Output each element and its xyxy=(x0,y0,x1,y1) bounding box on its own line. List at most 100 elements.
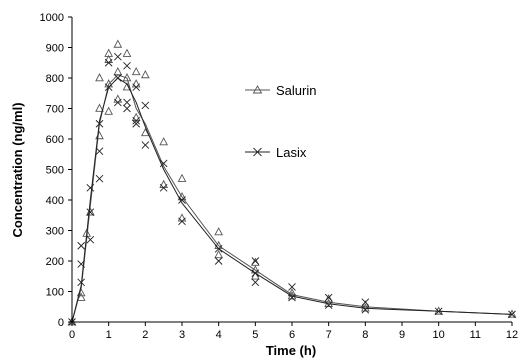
salurin-data-point xyxy=(131,112,141,121)
x-tick-label: 10 xyxy=(433,329,445,341)
x-tick-label: 9 xyxy=(399,329,405,341)
salurin-data-point xyxy=(324,294,334,303)
lasix-data-point xyxy=(95,147,104,156)
lasix-data-point xyxy=(86,208,95,217)
lasix-data-point xyxy=(114,52,122,61)
salurin-data-point xyxy=(113,66,123,76)
salurin-data-point xyxy=(122,48,132,57)
legend-salurin-label: Salurin xyxy=(276,83,316,98)
salurin-data-point xyxy=(76,292,86,301)
lasix-data-point xyxy=(178,217,186,226)
lasix-data-point xyxy=(77,241,85,250)
series-lasix xyxy=(68,52,516,326)
y-tick-label: 800 xyxy=(46,73,64,85)
y-ticks: 0 100 200 300 400 500 600 700 800 900 1000 xyxy=(40,12,72,329)
lasix-data-point xyxy=(77,260,85,268)
salurin-data-point xyxy=(95,103,104,112)
lasix-data-point xyxy=(104,58,113,67)
x-tick-label: 11 xyxy=(470,329,481,341)
x-tick-label: 6 xyxy=(289,329,295,341)
legend-lasix-label: Lasix xyxy=(276,145,307,160)
lasix-data-point xyxy=(132,83,140,91)
plot-area xyxy=(67,39,517,326)
lasix-data-point xyxy=(95,174,104,183)
salurin-data-point xyxy=(131,66,141,76)
x-tick-label: 12 xyxy=(506,329,518,341)
y-tick-label: 0 xyxy=(58,317,64,329)
salurin-data-point xyxy=(177,173,187,182)
lasix-data-point xyxy=(123,98,131,107)
lasix-data-point xyxy=(141,141,150,149)
lasix-data-point xyxy=(324,293,333,302)
y-tick-label: 700 xyxy=(46,104,64,116)
x-tick-label: 4 xyxy=(216,329,222,341)
x-tick-label: 7 xyxy=(326,329,332,341)
lasix-data-point xyxy=(123,61,131,70)
lasix-data-point xyxy=(288,283,296,291)
x-axis-title: Time (h) xyxy=(266,343,316,358)
lasix-data-point xyxy=(159,183,168,192)
lasix-data-point xyxy=(95,119,104,128)
legend-salurin-triangle-icon xyxy=(252,85,263,94)
x-tick-label: 5 xyxy=(252,329,258,341)
x-tick-label: 8 xyxy=(362,329,368,341)
legend: Salurin Lasix xyxy=(245,83,316,160)
y-tick-label: 200 xyxy=(46,256,64,268)
x-tick-label: 2 xyxy=(142,329,148,341)
lasix-data-point xyxy=(288,293,296,302)
y-tick-label: 100 xyxy=(46,287,64,299)
salurin-data-point xyxy=(177,213,187,222)
salurin-data-point xyxy=(113,94,123,103)
y-tick-label: 600 xyxy=(46,134,64,146)
lasix-data-point xyxy=(178,196,186,204)
axes xyxy=(71,17,512,323)
legend-item-salurin: Salurin xyxy=(245,83,316,98)
lasix-data-point xyxy=(114,98,122,107)
y-axis-title: Concentration (ng/ml) xyxy=(10,102,25,237)
lasix-data-point xyxy=(132,116,140,125)
salurin-data-point xyxy=(250,257,260,266)
lasix-data-point xyxy=(123,104,131,113)
lasix-data-point xyxy=(434,307,443,316)
lasix-data-point xyxy=(214,257,223,265)
y-tick-label: 900 xyxy=(46,43,64,55)
x-tick-label: 0 xyxy=(69,329,75,341)
lasix-data-point xyxy=(214,244,223,253)
salurin-data-point xyxy=(140,69,150,79)
lasix-data-point xyxy=(77,278,85,287)
salurin-data-point xyxy=(250,271,260,280)
x-tick-label: 1 xyxy=(106,329,112,341)
lasix-data-point xyxy=(86,183,95,192)
y-tick-label: 1000 xyxy=(40,12,64,24)
lasix-data-point xyxy=(86,235,95,244)
lasix-data-point xyxy=(508,310,516,319)
legend-item-lasix: Lasix xyxy=(245,145,307,160)
salurin-data-point xyxy=(104,48,114,57)
y-tick-label: 300 xyxy=(46,226,64,238)
salurin-data-point xyxy=(95,130,104,140)
salurin-data-point xyxy=(122,73,132,82)
salurin-data-point xyxy=(214,249,224,259)
salurin-data-point xyxy=(159,179,169,188)
y-tick-label: 400 xyxy=(46,195,64,207)
lasix-data-point xyxy=(132,119,140,128)
lasix-data-point xyxy=(361,298,370,306)
legend-lasix-x-icon xyxy=(253,147,262,157)
salurin-data-point xyxy=(507,309,517,318)
lasix-data-point xyxy=(104,83,113,91)
salurin-data-point xyxy=(122,82,132,91)
salurin-data-point xyxy=(113,39,123,48)
salurin-data-point xyxy=(131,79,141,88)
y-tick-label: 500 xyxy=(46,165,64,177)
salurin-data-point xyxy=(159,137,169,146)
salurin-data-point xyxy=(85,207,95,216)
x-tick-label: 3 xyxy=(179,329,185,341)
lasix-data-point xyxy=(114,74,122,82)
lasix-data-point xyxy=(159,159,168,168)
lasix-data-point xyxy=(251,269,260,278)
salurin-mean-line xyxy=(71,74,513,323)
salurin-data-point xyxy=(95,73,104,82)
lasix-mean-line xyxy=(71,77,513,323)
lasix-data-point xyxy=(251,278,260,287)
